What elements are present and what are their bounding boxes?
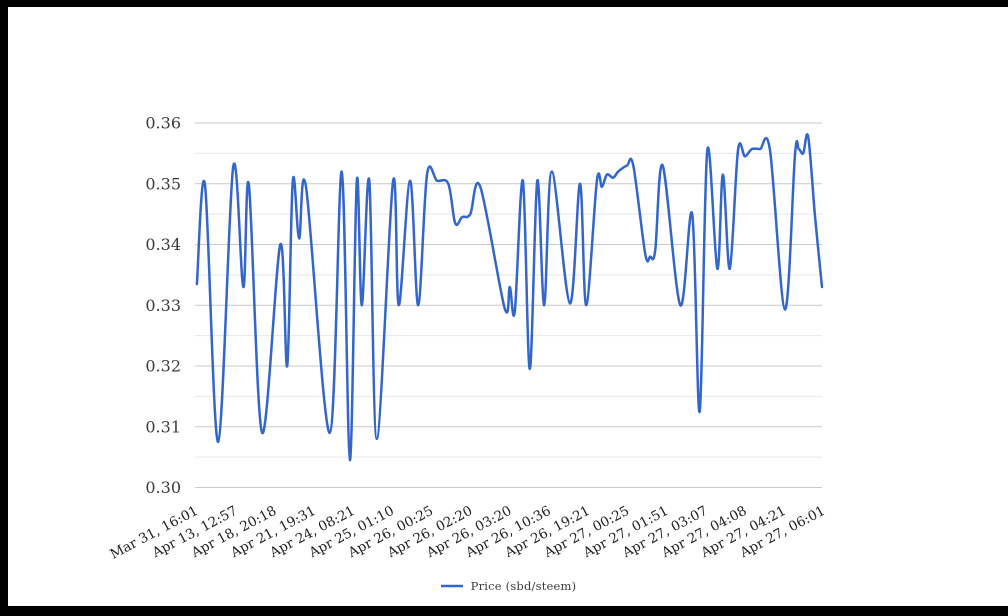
y-axis-label: 0.34: [145, 235, 181, 254]
y-axis-label: 0.33: [145, 296, 181, 315]
frame-border-top: [0, 0, 1008, 7]
legend-line-swatch: [440, 584, 463, 588]
price-series-line[interactable]: [195, 133, 824, 462]
y-axis-label: 0.36: [145, 114, 181, 133]
y-axis-label: 0.31: [145, 417, 181, 436]
legend-label: Price (sbd/steem): [470, 579, 577, 593]
y-axis-label: 0.32: [145, 357, 181, 376]
frame-border-bottom: [0, 606, 1008, 616]
frame-border-left: [0, 0, 8, 616]
y-axis-label: 0.30: [145, 478, 181, 497]
chart-legend: Price (sbd/steem): [8, 577, 1008, 595]
y-axis-label: 0.35: [145, 174, 181, 193]
